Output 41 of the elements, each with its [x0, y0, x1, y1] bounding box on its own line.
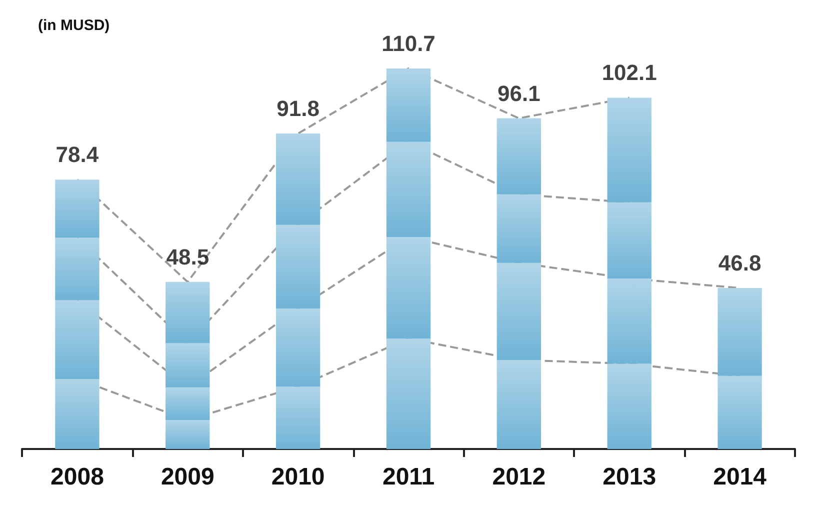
bar [276, 134, 320, 225]
bar [386, 338, 431, 449]
bar [496, 360, 542, 449]
bar [55, 180, 100, 238]
annotation: 110.7 [382, 30, 436, 56]
annotation: 91.8 [276, 96, 320, 122]
annotation: 102.1 [602, 60, 657, 86]
bar [607, 98, 652, 202]
bar [166, 282, 210, 344]
y-axis-title: (in MUSD) [38, 17, 110, 34]
bar [276, 308, 320, 387]
annotation: 96.1 [498, 80, 540, 106]
bar [55, 300, 100, 379]
x-tick-label: 2009 [160, 464, 214, 490]
x-tick-label: 2012 [492, 464, 546, 490]
bar [55, 378, 100, 449]
bar [55, 238, 100, 300]
x-tick-label: 2011 [382, 464, 435, 490]
bar [496, 194, 542, 263]
bar [386, 68, 431, 142]
bar [607, 278, 652, 364]
bar [607, 202, 652, 279]
bar [166, 420, 210, 449]
bar [276, 386, 320, 449]
annotation: 48.5 [166, 244, 210, 270]
x-tick-label: 2010 [271, 464, 325, 490]
x-tick-label: 2008 [50, 464, 104, 490]
bar [496, 118, 542, 194]
bar [496, 262, 542, 360]
annotation: 46.8 [718, 250, 762, 276]
bar [386, 237, 431, 339]
bar [166, 387, 210, 420]
bar [166, 343, 210, 388]
bar [718, 376, 762, 449]
bar [607, 364, 652, 449]
bar [276, 224, 320, 309]
bar [386, 142, 431, 238]
x-tick-label: 2013 [602, 464, 656, 490]
x-tick-label: 2014 [713, 464, 768, 490]
bar [718, 288, 762, 376]
annotation: 78.4 [56, 142, 100, 168]
